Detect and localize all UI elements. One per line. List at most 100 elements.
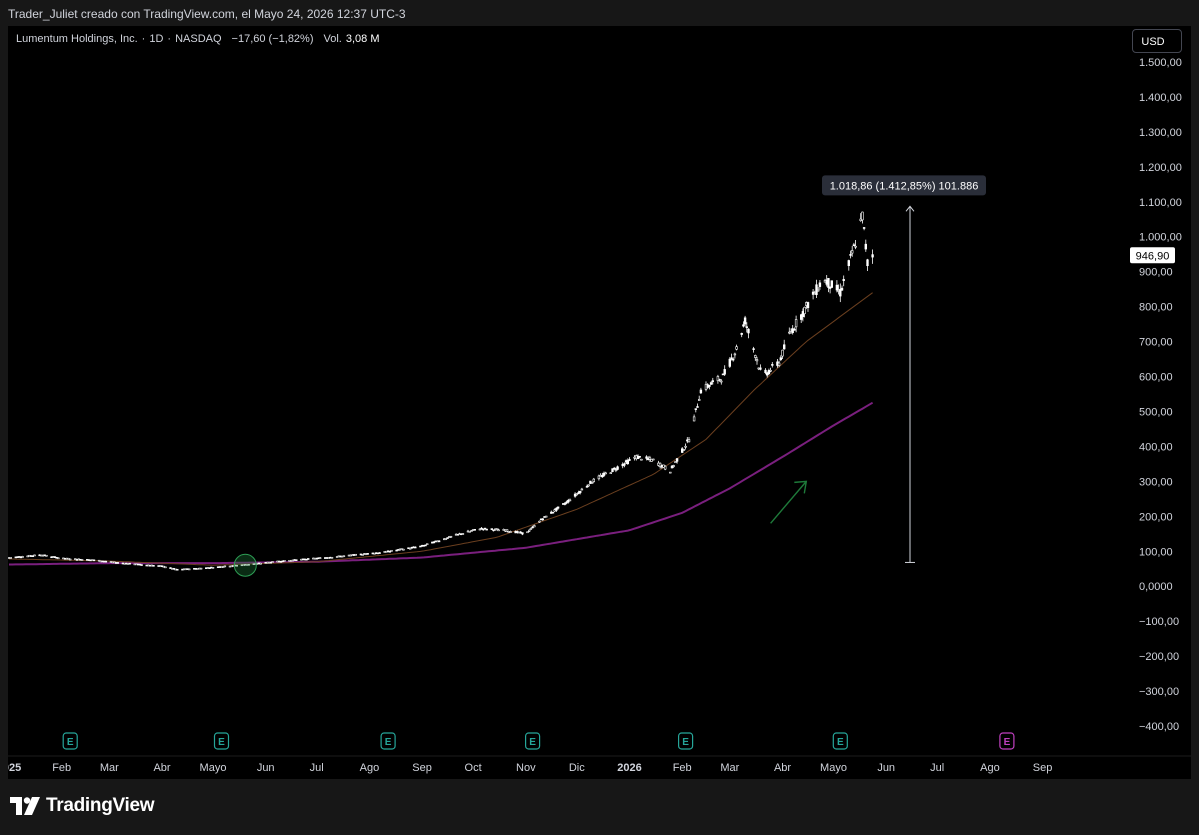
earnings-marker[interactable] bbox=[213, 732, 230, 750]
candle-body bbox=[759, 367, 762, 370]
sma-slow-line bbox=[9, 401, 874, 566]
candle-body bbox=[45, 554, 48, 557]
tradingview-logo-icon bbox=[10, 797, 40, 815]
x-tick-label: Ago bbox=[360, 762, 380, 774]
candle-body bbox=[839, 288, 842, 297]
x-tick-label: Mayo bbox=[200, 762, 227, 774]
candle-body bbox=[223, 565, 227, 568]
candle-body bbox=[731, 358, 735, 361]
candle-body bbox=[597, 475, 601, 480]
candle-body bbox=[674, 461, 677, 463]
y-tick-label: 700,00 bbox=[1139, 337, 1173, 349]
y-tick-label: 1.000,00 bbox=[1139, 232, 1182, 244]
candle-body bbox=[840, 287, 844, 291]
symbol-legend[interactable]: Lumentum Holdings, Inc. · 1D · NASDAQ −1… bbox=[16, 33, 380, 45]
candle-body bbox=[565, 501, 568, 504]
candle-body bbox=[830, 280, 834, 288]
price-change: −17,60 (−1,82%) bbox=[231, 33, 314, 45]
candle-body bbox=[140, 564, 143, 566]
candle-body bbox=[684, 445, 687, 448]
candle-body bbox=[444, 538, 448, 541]
candle-body bbox=[585, 486, 589, 488]
candle-body bbox=[497, 529, 500, 532]
x-tick-label: Abr bbox=[153, 762, 170, 774]
candle-body bbox=[733, 353, 737, 356]
candle-body bbox=[754, 355, 757, 358]
measure-arrow-top bbox=[905, 205, 915, 212]
trend-arrow[interactable] bbox=[770, 480, 807, 524]
candle-body bbox=[669, 471, 672, 474]
candle-body bbox=[708, 384, 711, 387]
x-tick-label: Mar bbox=[100, 762, 119, 774]
candle-body bbox=[330, 556, 334, 559]
tradingview-brand[interactable]: TradingView bbox=[10, 795, 155, 817]
candle-body bbox=[650, 459, 653, 462]
candle-body bbox=[850, 250, 854, 254]
candle-body bbox=[495, 528, 499, 531]
candle-body bbox=[801, 311, 805, 317]
earnings-marker-label: E bbox=[67, 737, 74, 748]
earnings-marker-label: E bbox=[837, 737, 844, 748]
candle-body bbox=[803, 306, 806, 315]
earnings-marker[interactable] bbox=[380, 732, 396, 750]
y-tick-label: −100,00 bbox=[1139, 616, 1179, 628]
candle-body bbox=[728, 358, 732, 367]
candle-body bbox=[432, 541, 436, 544]
candle-body bbox=[57, 557, 60, 560]
chart-area[interactable]: 1.500,00 1.400,00 1.300,00 1.200,00 1.100,00… bbox=[8, 26, 1191, 779]
candle-body bbox=[670, 465, 674, 469]
candle-body bbox=[765, 372, 769, 376]
candle-body bbox=[694, 408, 698, 410]
candle-body bbox=[609, 472, 613, 474]
candle-body bbox=[80, 559, 84, 561]
candle-body bbox=[424, 544, 427, 547]
highlight-circle[interactable] bbox=[233, 553, 257, 577]
earnings-marker[interactable] bbox=[999, 732, 1015, 750]
candle-body bbox=[461, 533, 465, 535]
earnings-marker[interactable] bbox=[62, 732, 78, 750]
measure-label-box bbox=[822, 175, 986, 196]
x-tick-label: Jun bbox=[257, 762, 275, 774]
candle-body bbox=[852, 244, 856, 247]
x-tick-label: Jul bbox=[310, 762, 324, 774]
candle-body bbox=[342, 555, 346, 558]
x-tick-label: 2026 bbox=[617, 762, 641, 774]
candle-body bbox=[490, 528, 493, 530]
candle-body bbox=[527, 529, 531, 532]
candle-body bbox=[271, 561, 274, 563]
x-tick-label: Jul bbox=[930, 762, 944, 774]
candle-body bbox=[259, 562, 262, 565]
candle-body bbox=[235, 564, 238, 567]
candle-body bbox=[730, 357, 733, 360]
earnings-marker[interactable] bbox=[677, 732, 694, 750]
y-tick-label: 1.500,00 bbox=[1139, 57, 1182, 69]
last-price-tag bbox=[1130, 247, 1175, 264]
candle-body bbox=[211, 567, 215, 569]
earnings-marker-label: E bbox=[1004, 737, 1011, 748]
earnings-marker[interactable] bbox=[524, 732, 541, 750]
candle-body bbox=[648, 457, 652, 460]
trend-arrow-head[interactable] bbox=[794, 480, 808, 494]
x-tick-label: Ago bbox=[980, 762, 1000, 774]
candle-body bbox=[533, 525, 536, 528]
candle-body bbox=[563, 503, 567, 505]
y-tick-label: 200,00 bbox=[1139, 511, 1173, 523]
candle-body bbox=[602, 472, 606, 476]
candle-body bbox=[742, 324, 745, 327]
earnings-marker[interactable] bbox=[832, 732, 848, 750]
candle-body bbox=[449, 535, 453, 538]
candle-body bbox=[587, 484, 590, 487]
candle-body bbox=[638, 455, 641, 458]
candle-body bbox=[740, 332, 743, 335]
candle-body bbox=[538, 520, 541, 523]
candle-body bbox=[573, 493, 577, 497]
candle-body bbox=[541, 518, 545, 521]
earnings-marker-label: E bbox=[529, 737, 536, 748]
candle-body bbox=[793, 328, 796, 331]
candle-body bbox=[815, 284, 818, 296]
y-tick-label: 1.200,00 bbox=[1139, 162, 1182, 174]
price-chart[interactable]: 1.500,00 1.400,00 1.300,00 1.200,00 1.100,00… bbox=[8, 26, 1191, 779]
candle-body bbox=[735, 346, 738, 350]
candle-body bbox=[782, 344, 786, 350]
currency-button[interactable]: USD bbox=[1132, 29, 1182, 53]
